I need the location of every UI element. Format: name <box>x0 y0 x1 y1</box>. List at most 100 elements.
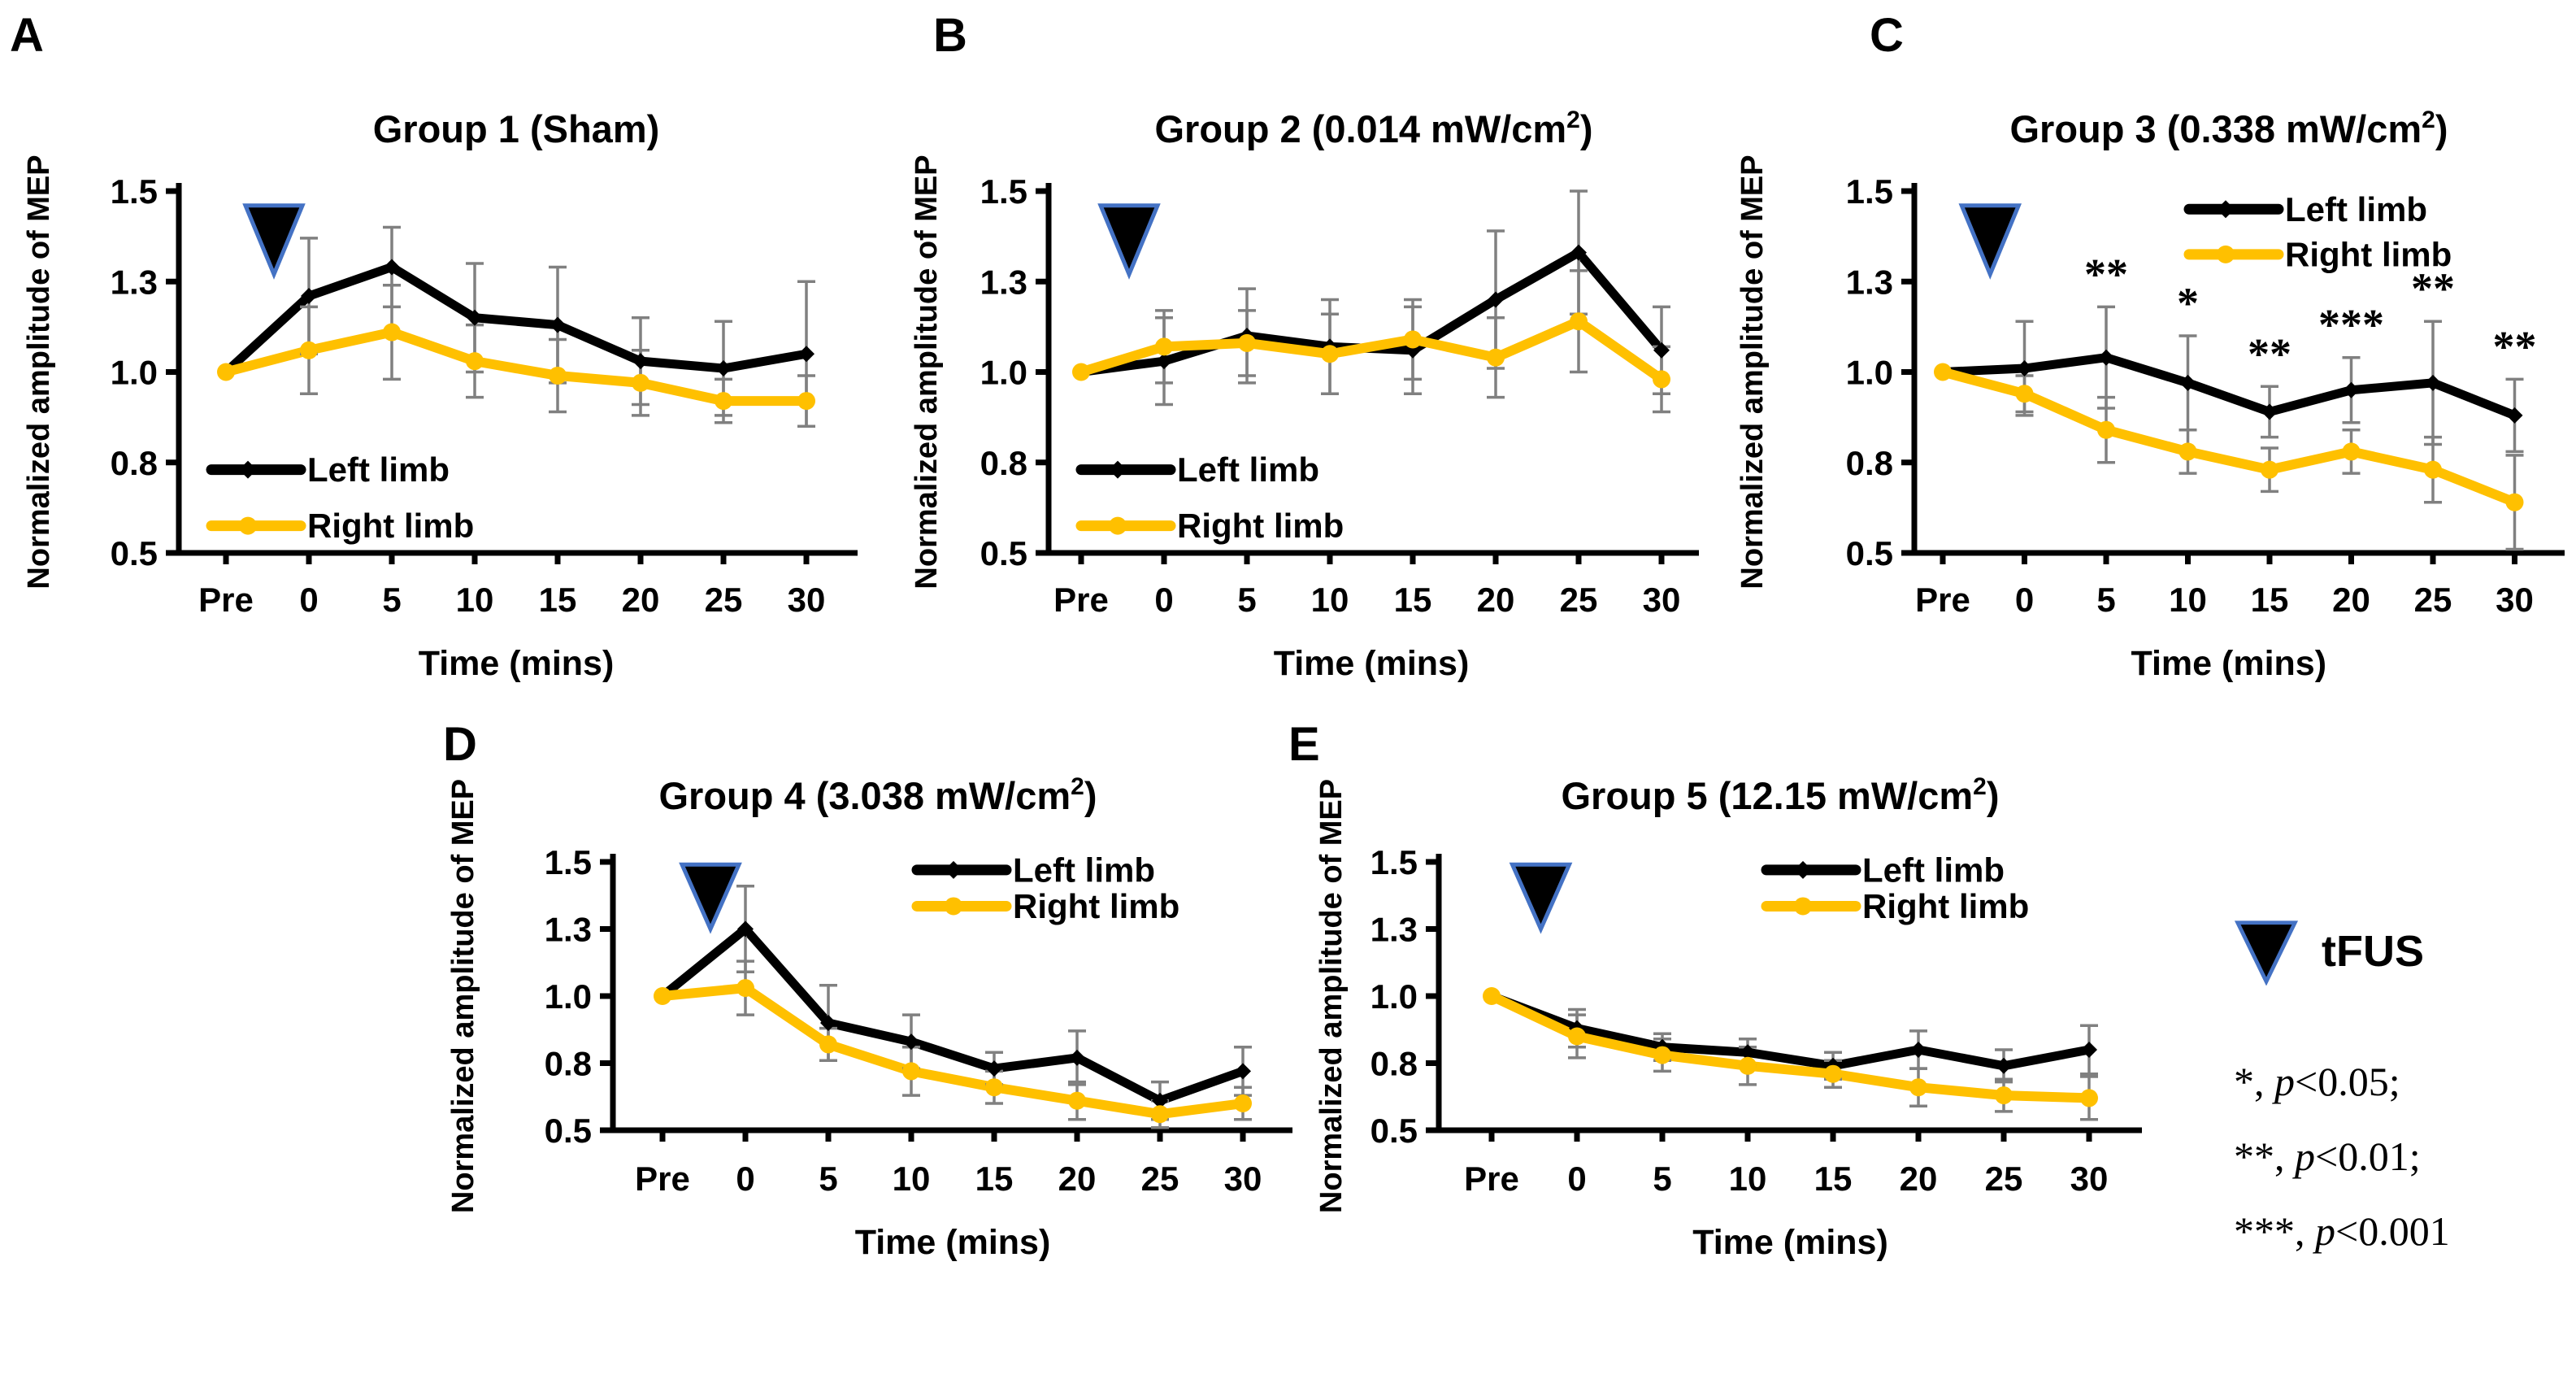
significance-stars: ** <box>2084 250 2128 298</box>
left-limb-point <box>986 1060 1002 1077</box>
significance-stars: ** <box>2493 322 2537 371</box>
y-tick-label: 1.3 <box>1846 263 1893 301</box>
y-tick-label: 0.8 <box>1371 1045 1418 1083</box>
right-limb-point <box>549 366 567 385</box>
x-axis-ticks: Pre 0 5 10 15 20 25 30 <box>198 553 825 619</box>
x-tick-label: 30 <box>1224 1160 1262 1198</box>
error-bars <box>1155 189 1670 414</box>
left-limb-point <box>1235 1063 1251 1080</box>
x-tick-label: 0 <box>1567 1160 1586 1198</box>
y-tick-label: 0.5 <box>545 1112 592 1150</box>
left-limb-point <box>384 259 400 276</box>
x-tick-label: 5 <box>382 581 401 619</box>
left-limb-line <box>658 925 1248 1106</box>
x-axis-ticks: Pre 0 5 10 15 20 25 30 <box>1464 1130 2108 1198</box>
y-tick-label: 1.5 <box>1371 843 1418 881</box>
left-limb-line <box>1487 991 2094 1071</box>
legend-label-left-limb: Left limb <box>2285 190 2427 228</box>
panel-title: Group 4 (3.038 mW/cm2) <box>658 773 1097 817</box>
right-limb-point <box>2080 1089 2098 1107</box>
right-limb-point <box>1570 312 1588 331</box>
x-tick-label: 15 <box>2251 581 2289 619</box>
x-tick-label: 30 <box>788 581 826 619</box>
x-tick-label: Pre <box>1915 581 1970 619</box>
y-axis-ticks: 0.5 0.8 1.0 1.3 1.5 <box>980 172 1049 572</box>
right-limb-point <box>2179 442 2197 461</box>
left-limb-point <box>2343 381 2360 398</box>
right-limb-point <box>715 392 732 411</box>
left-limb-point <box>1653 342 1670 359</box>
left-limb-point <box>467 309 483 326</box>
right-limb-point <box>1934 363 1952 381</box>
panel-e-chart: Group 5 (12.15 mW/cm2) Normalized amplitu… <box>1314 773 2142 1262</box>
y-tick-label: 0.5 <box>111 534 158 572</box>
y-tick-label: 1.3 <box>545 911 592 949</box>
right-limb-point <box>797 392 815 411</box>
y-tick-label: 0.8 <box>111 444 158 482</box>
left-limb-point <box>1910 1042 1927 1058</box>
y-axis-ticks: 0.5 0.8 1.0 1.3 1.5 <box>111 172 179 572</box>
y-axis-label: Normalized amplitude of MEP <box>446 779 480 1213</box>
y-tick-label: 1.0 <box>1371 977 1418 1016</box>
left-limb-point <box>1152 1092 1168 1109</box>
right-limb-point <box>2505 493 2524 511</box>
stars-3: *** <box>2234 1208 2295 1254</box>
tfus-marker-icon <box>679 862 742 934</box>
y-axis-label: Normalized amplitude of MEP <box>910 154 944 589</box>
panel-title: Group 3 (0.338 mW/cm2) <box>2009 107 2448 150</box>
y-axis-ticks: 0.5 0.8 1.0 1.3 1.5 <box>1846 172 1914 572</box>
legend-label-right-limb: Right limb <box>307 507 474 545</box>
y-tick-label: 1.5 <box>1846 172 1893 211</box>
x-tick-label: 5 <box>1653 1160 1671 1198</box>
x-tick-label: 20 <box>1477 581 1515 619</box>
right-limb-point <box>1068 1091 1086 1110</box>
x-tick-label: 25 <box>1985 1160 2023 1198</box>
x-tick-label: 0 <box>1154 581 1173 619</box>
left-limb-point <box>737 920 754 938</box>
legend-marker-icon <box>945 860 962 879</box>
right-limb-point <box>985 1078 1003 1097</box>
stars-1: * <box>2234 1059 2254 1104</box>
y-tick-label: 1.5 <box>545 843 592 881</box>
y-axis-label: Normalized amplitude of MEP <box>1735 154 1770 589</box>
left-limb-point <box>632 353 649 370</box>
tfus-marker-icon <box>1958 203 2022 280</box>
panel-title: Group 1 (Sham) <box>373 107 660 150</box>
right-limb-point <box>736 979 754 998</box>
threshold-2: <0.01; <box>2315 1133 2421 1179</box>
x-tick-label: 10 <box>456 581 494 619</box>
y-tick-label: 0.8 <box>980 444 1027 482</box>
x-tick-label: 25 <box>1560 581 1598 619</box>
x-tick-label: 5 <box>2096 581 2115 619</box>
x-tick-label: 25 <box>705 581 743 619</box>
significance-stars: * <box>2177 279 2199 328</box>
significance-key-line: *, p<0.05; <box>2234 1044 2575 1119</box>
legend-label-left-limb: Left limb <box>1013 851 1155 889</box>
x-tick-label: 20 <box>1900 1160 1938 1198</box>
x-tick-label: 10 <box>2169 581 2207 619</box>
left-limb-point <box>1740 1044 1756 1061</box>
left-limb-point <box>2506 407 2523 424</box>
panel-c-chart: Group 3 (0.338 mW/cm2) Normalized amplitu… <box>1735 107 2565 683</box>
panel-a-chart: Group 1 (Sham) Normalized amplitude of ME… <box>22 107 858 683</box>
panel-b-chart: Group 2 (0.014 mW/cm2) Normalized amplitu… <box>910 107 1699 683</box>
panel-letter-a: A <box>10 9 44 62</box>
y-tick-label: 1.0 <box>111 354 158 392</box>
x-tick-label: 0 <box>2015 581 2034 619</box>
right-limb-line <box>658 983 1248 1120</box>
comma: , <box>2254 1059 2274 1104</box>
right-limb-point <box>466 352 484 371</box>
left-limb-line <box>1938 353 2519 420</box>
left-limb-point <box>798 346 815 363</box>
right-limb-point <box>2342 442 2361 461</box>
y-tick-label: 1.5 <box>980 172 1027 211</box>
right-limb-point <box>217 363 235 381</box>
y-tick-label: 0.8 <box>1846 444 1893 482</box>
right-limb-point <box>383 323 401 342</box>
figure-key: tFUS *, p<0.05; **, p<0.01; ***, p<0.001 <box>2234 917 2575 1268</box>
panel-d-chart: Group 4 (3.038 mW/cm2) Normalized amplitu… <box>446 773 1292 1262</box>
left-limb-point <box>2179 374 2196 391</box>
legend-marker-icon <box>2217 200 2235 219</box>
tfus-marker-icon <box>242 203 306 280</box>
